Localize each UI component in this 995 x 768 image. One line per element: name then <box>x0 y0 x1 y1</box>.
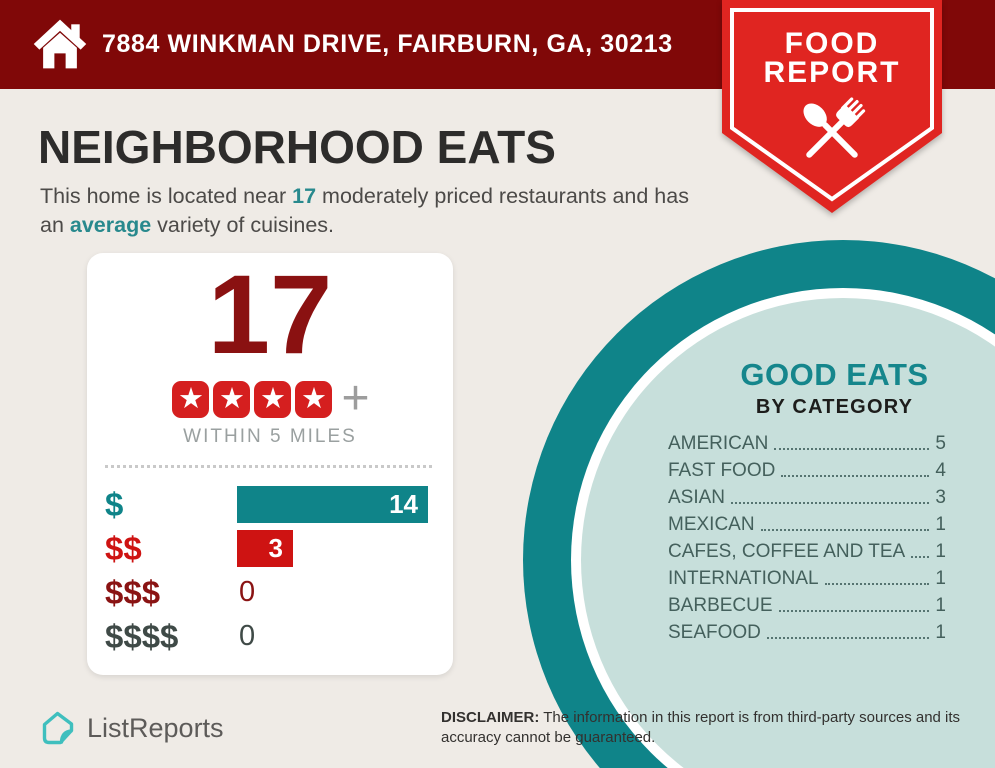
good-eats-subtitle: BY CATEGORY <box>755 396 914 418</box>
category-row: CAFES, COFFEE AND TEA 1 <box>668 536 946 563</box>
category-label: SEAFOOD <box>668 622 761 643</box>
good-eats-title: GOOD EATS <box>740 357 929 392</box>
category-count: 3 <box>935 487 946 508</box>
price-row: $$$$ 0 <box>105 618 428 655</box>
dotted-leader <box>781 475 929 477</box>
category-label: BARBECUE <box>668 595 773 616</box>
sentence-text: This home is located near <box>40 184 293 208</box>
highlighted-value: average <box>69 213 152 238</box>
star-badge-icon: ★ <box>295 380 333 418</box>
category-row: SEAFOOD 1 <box>668 617 946 644</box>
dotted-leader <box>778 610 929 612</box>
food-report-ribbon: FOOD REPORT <box>722 0 942 216</box>
ribbon-title-line1: FOOD <box>784 27 880 60</box>
property-address: 7884 WINKMAN DRIVE, FAIRBURN, GA, 30213 <box>102 30 673 58</box>
disclaimer-text: The information in this report is from t… <box>441 709 961 746</box>
ribbon-shape <box>722 0 942 213</box>
dotted-leader <box>766 637 929 639</box>
price-bar: 14 <box>237 486 428 523</box>
category-label: CAFES, COFFEE AND TEA <box>668 541 906 562</box>
restaurant-stats-card: 17 ★ ★ ★ ★ + WITHIN 5 MILES $14 $$ 3 $$$ 0 $$$$ 0 <box>87 253 453 675</box>
category-label: INTERNATIONAL <box>668 568 819 589</box>
category-count: 1 <box>935 514 946 535</box>
plus-sign: + <box>341 372 370 425</box>
radius-label: WITHIN 5 MILES <box>183 426 357 447</box>
sentence-text: moderately priced restaurants and has an <box>40 184 689 238</box>
price-row: $$ 3 <box>105 530 428 567</box>
price-level-label: $$$$ <box>105 617 179 655</box>
category-count: 1 <box>935 541 946 562</box>
category-label: ASIAN <box>668 487 726 508</box>
zero-value: 0 <box>239 576 256 608</box>
bar-zone: 0 <box>237 574 428 611</box>
ribbon-title-line2: REPORT <box>763 56 901 89</box>
sentence-text: variety of cuisines. <box>151 213 335 238</box>
category-count: 4 <box>935 460 946 481</box>
category-count: 1 <box>935 568 946 589</box>
category-label: MEXICAN <box>668 514 755 535</box>
intro-sentence: This home is located near 17 moderately … <box>40 182 700 240</box>
category-label: FAST FOOD <box>668 460 776 481</box>
highlighted-value: 17 <box>292 184 317 208</box>
bar-zone: 3 <box>237 530 428 567</box>
dotted-leader <box>824 583 929 585</box>
category-row: BARBECUE 1 <box>668 590 946 617</box>
price-level-chart: $14 $$ 3 $$$ 0 $$$$ 0 <box>87 486 453 655</box>
price-level-label: $ <box>105 485 124 523</box>
star-badge-icon: ★ <box>172 380 210 418</box>
card-divider <box>105 465 432 468</box>
category-row: MEXICAN 1 <box>668 509 946 536</box>
category-row: AMERICAN 5 <box>668 428 946 455</box>
star-badge-icon: ★ <box>213 380 251 418</box>
price-level-label: $$$ <box>105 573 161 611</box>
dotted-leader <box>774 448 929 450</box>
price-row: $$$ 0 <box>105 574 428 611</box>
category-row: INTERNATIONAL 1 <box>668 563 946 590</box>
listreports-logo-icon <box>42 711 74 745</box>
star-badge-icon: ★ <box>254 380 292 418</box>
restaurant-count: 17 <box>207 252 333 377</box>
listreports-brand: ListReports <box>38 708 224 748</box>
price-bar: 3 <box>237 530 293 567</box>
category-count: 1 <box>935 595 946 616</box>
star-rating: ★ ★ ★ ★ + <box>87 372 453 425</box>
price-row: $14 <box>105 486 428 523</box>
category-list: AMERICAN 5 FAST FOOD 4 ASIAN 3 MEXICAN 1 CAFES, … <box>668 428 946 644</box>
disclaimer: DISCLAIMER: The information in this repo… <box>441 708 968 748</box>
brand-name: ListReports <box>87 712 224 743</box>
category-row: FAST FOOD 4 <box>668 455 946 482</box>
good-eats-header: GOOD EATS BY CATEGORY <box>692 357 977 419</box>
bar-zone: 14 <box>237 486 428 523</box>
home-icon <box>33 19 87 69</box>
price-level-label: $$ <box>105 529 142 567</box>
disclaimer-label: DISCLAIMER: <box>441 709 540 726</box>
page-title: NEIGHBORHOOD EATS <box>38 121 556 173</box>
dotted-leader <box>731 502 929 504</box>
zero-value: 0 <box>239 620 256 652</box>
category-row: ASIAN 3 <box>668 482 946 509</box>
category-label: AMERICAN <box>668 433 769 454</box>
category-count: 1 <box>935 622 946 643</box>
spoon-fork-icon <box>803 97 866 158</box>
category-count: 5 <box>935 433 946 454</box>
bar-zone: 0 <box>237 618 428 655</box>
dotted-leader <box>760 529 929 531</box>
dotted-leader <box>911 556 929 558</box>
